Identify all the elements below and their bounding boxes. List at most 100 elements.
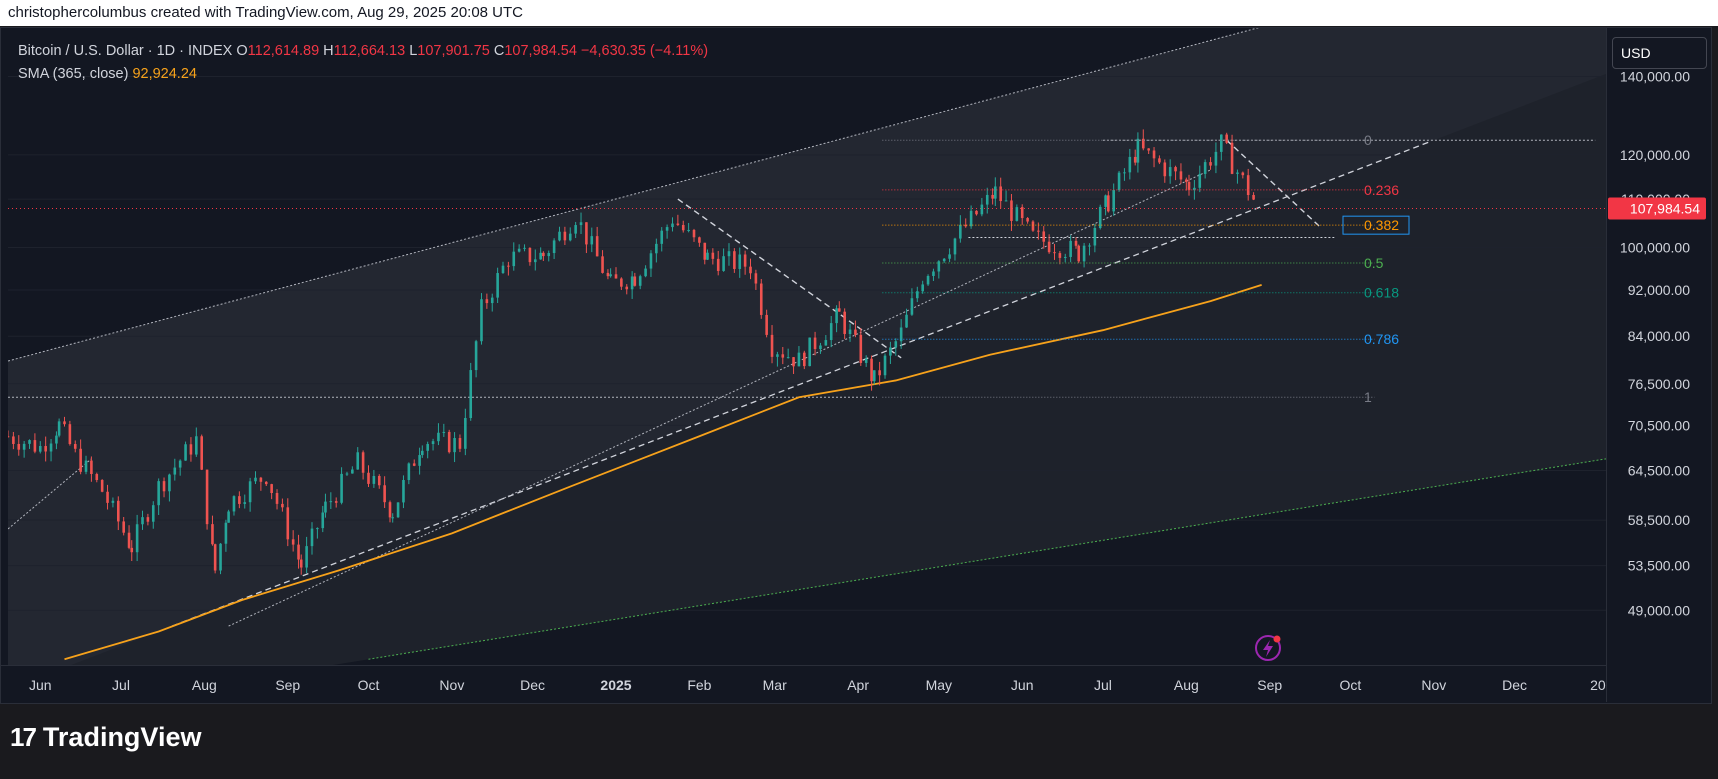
- candle-body: [184, 444, 187, 461]
- x-tick-label: Oct: [358, 677, 380, 693]
- sma-365-line[interactable]: [64, 284, 1262, 661]
- candle-body: [781, 354, 785, 358]
- candle-body: [716, 258, 720, 271]
- candle-body: [1069, 240, 1072, 257]
- candle-body: [259, 477, 263, 482]
- candle-body: [377, 476, 381, 486]
- candle-body: [552, 240, 556, 254]
- close-value: 107,984.54: [504, 43, 577, 59]
- candle-body: [329, 501, 333, 503]
- candle-body: [630, 276, 634, 290]
- candle-body: [813, 337, 817, 350]
- last-price-label: 107,984.54: [1630, 200, 1700, 216]
- candle-body: [706, 252, 709, 260]
- candle-body: [1147, 148, 1150, 151]
- lightning-alert-icon[interactable]: [1255, 635, 1281, 661]
- currency-selector[interactable]: USD: [1612, 37, 1707, 69]
- candle-body: [1104, 195, 1107, 207]
- candle-body: [1179, 171, 1183, 180]
- y-tick-label: 64,500.00: [1628, 463, 1690, 479]
- candle-body: [854, 329, 857, 335]
- candle-body: [474, 341, 478, 371]
- candle-body: [227, 511, 230, 523]
- chart-frame[interactable]: [0, 27, 1712, 704]
- channel-mid-support-line[interactable]: [171, 141, 1429, 627]
- candle-body: [969, 210, 973, 227]
- fib-label-0.786: 0.786: [1364, 331, 1399, 347]
- candle-body: [899, 327, 903, 342]
- candle-body: [334, 501, 338, 503]
- candle-body: [770, 334, 774, 357]
- candle-body: [1077, 245, 1081, 262]
- lower-green-line[interactable]: [368, 458, 1606, 660]
- candle-body: [910, 298, 914, 315]
- candle-body: [959, 224, 962, 239]
- x-tick-label: Aug: [1174, 677, 1199, 693]
- candle-body: [200, 436, 203, 470]
- candle-body: [248, 481, 252, 503]
- candle-body: [915, 291, 919, 299]
- candle-body: [870, 358, 873, 382]
- descending-line-2[interactable]: [1226, 139, 1322, 229]
- candle-body: [932, 271, 935, 276]
- x-tick-label: Jun: [1011, 677, 1034, 693]
- candle-body: [33, 440, 37, 452]
- candle-body: [84, 460, 88, 472]
- candle-body: [146, 517, 150, 522]
- candle-body: [563, 231, 567, 241]
- candle-body: [722, 256, 725, 271]
- candle-body: [1203, 162, 1207, 174]
- high-value: 112,664.13: [333, 43, 406, 59]
- candle-body: [579, 222, 583, 226]
- candle-body: [883, 355, 887, 376]
- y-tick-label: 140,000.00: [1620, 68, 1690, 84]
- indicator-label[interactable]: SMA (365, close): [18, 66, 129, 82]
- rising-trend-line[interactable]: [228, 169, 1211, 627]
- candle-body: [975, 210, 978, 215]
- candle-body: [496, 273, 499, 298]
- candle-body: [926, 275, 930, 285]
- attribution-bar: christophercolumbus created with Trading…: [0, 0, 1718, 26]
- x-tick-label: Jul: [1094, 677, 1112, 693]
- candle-body: [547, 253, 551, 257]
- y-tick-label: 100,000.00: [1620, 240, 1690, 256]
- change-value: −4,630.35 (−4.11%): [580, 43, 709, 59]
- candle-body: [299, 559, 303, 568]
- candle-body: [606, 272, 610, 277]
- channel-upper-line[interactable]: [8, 25, 1270, 362]
- candle-body: [490, 297, 494, 304]
- candle-body: [340, 473, 343, 503]
- candle-body: [90, 460, 93, 475]
- candle-body: [243, 502, 247, 504]
- candle-body: [889, 347, 892, 356]
- candle-body: [63, 421, 66, 425]
- fib-label-0.5: 0.5: [1364, 255, 1384, 271]
- candle-body: [743, 254, 747, 267]
- fib-selected-box[interactable]: [1342, 215, 1410, 235]
- candle-body: [999, 186, 1002, 202]
- candle-body: [68, 424, 72, 445]
- candle-body: [625, 286, 629, 290]
- candle-body: [361, 452, 365, 473]
- descending-line-1[interactable]: [677, 198, 902, 359]
- low-value: 107,901.75: [417, 43, 490, 59]
- candle-body: [1185, 179, 1188, 182]
- x-tick-label: Nov: [1421, 677, 1446, 693]
- candle-body: [738, 254, 742, 269]
- candle-body: [402, 480, 405, 503]
- candle-body: [964, 224, 968, 227]
- candle-body: [1174, 167, 1177, 172]
- candle-body: [1047, 241, 1051, 253]
- candle-body: [649, 253, 653, 269]
- candle-body: [1163, 162, 1167, 177]
- candle-body: [671, 223, 674, 228]
- low-label: L: [409, 43, 418, 59]
- symbol-title[interactable]: Bitcoin / U.S. Dollar · 1D · INDEX: [18, 43, 233, 59]
- candle-body: [698, 237, 701, 243]
- candle-body: [130, 547, 134, 553]
- candle-body: [765, 314, 768, 335]
- candle-body: [305, 546, 308, 568]
- candle-body: [864, 358, 868, 363]
- x-tick-label: Sep: [1257, 677, 1282, 693]
